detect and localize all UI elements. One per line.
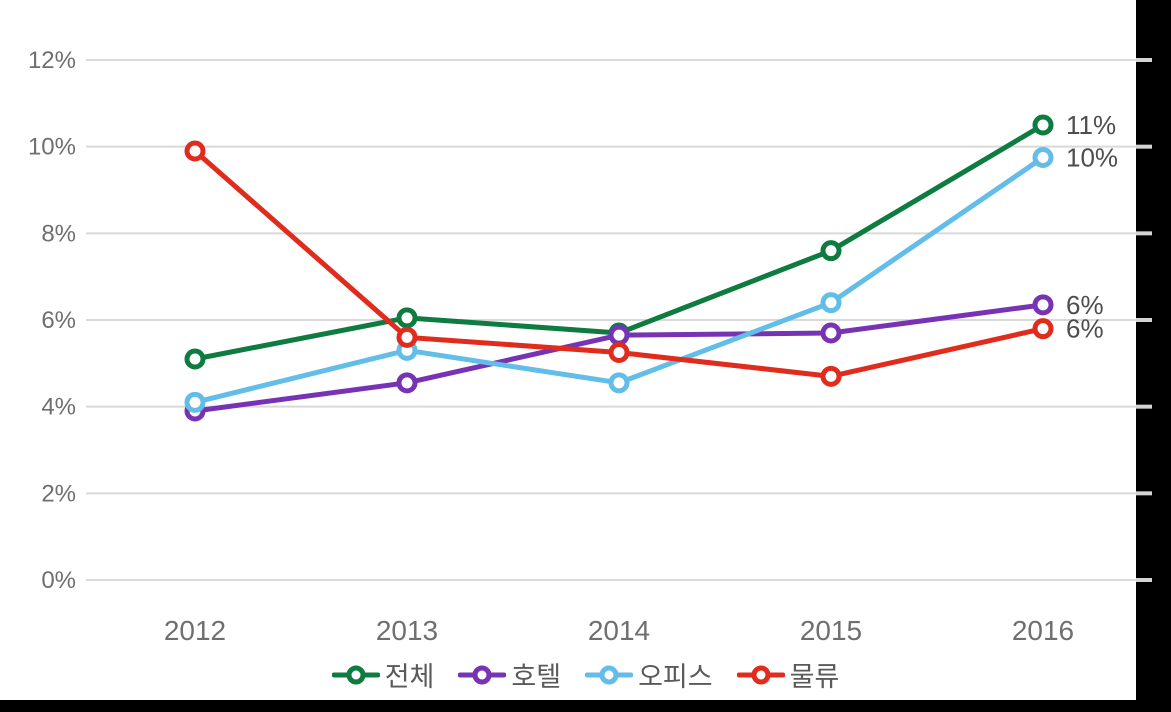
- x-axis-label-2015: 2015: [800, 615, 862, 646]
- legend-marker-hotel: [458, 665, 507, 684]
- data-point-total-2015: [820, 240, 842, 262]
- y-axis-tick-2%: [1136, 491, 1152, 496]
- data-point-hotel-2015: [820, 322, 842, 344]
- x-axis-label-2014: 2014: [588, 615, 650, 646]
- y-axis-tick-12%: [1136, 58, 1152, 62]
- data-point-logistics-2015: [820, 365, 842, 387]
- legend-circle-office: [599, 665, 619, 684]
- y-axis-label-12%: 12%: [28, 47, 76, 74]
- y-axis-label-8%: 8%: [41, 220, 76, 247]
- data-point-logistics-2016: [1032, 318, 1054, 340]
- data-point-hotel-2013: [396, 372, 418, 394]
- data-point-hotel-2014: [608, 324, 630, 346]
- data-point-total-2016: [1032, 114, 1054, 136]
- y-axis-tick-6%: [1136, 318, 1152, 322]
- data-point-total-2012: [184, 348, 206, 370]
- data-point-logistics-2014: [608, 342, 630, 363]
- legend-item-office: 오피스: [585, 655, 713, 694]
- legend-item-logistics: 물류: [736, 655, 840, 694]
- data-point-hotel-2016: [1032, 294, 1054, 316]
- x-axis-label-2013: 2013: [376, 615, 438, 646]
- data-point-office-2016: [1032, 147, 1054, 168]
- legend-circle-total: [346, 665, 366, 684]
- y-axis-tick-10%: [1136, 144, 1152, 149]
- legend-label-logistics: 물류: [789, 662, 840, 692]
- legend-marker-office: [585, 665, 634, 684]
- chart-legend: 전체 호텔 오피스 물류: [0, 655, 1171, 694]
- legend-label-hotel: 호텔: [511, 662, 562, 692]
- data-label-office: 10%: [1066, 143, 1118, 173]
- y-axis-label-6%: 6%: [41, 307, 76, 334]
- y-axis-tick-8%: [1136, 231, 1152, 236]
- y-axis-label-2%: 2%: [41, 480, 76, 507]
- legend-marker-logistics: [736, 665, 785, 684]
- data-point-office-2014: [608, 372, 630, 394]
- y-axis-label-4%: 4%: [41, 394, 76, 421]
- x-axis-label-2012: 2012: [164, 615, 226, 646]
- legend-label-office: 오피스: [638, 662, 713, 692]
- legend-marker-total: [331, 665, 380, 684]
- legend-circle-logistics: [751, 665, 771, 684]
- right-frame-bar: [1136, 0, 1171, 712]
- y-axis-tick-0%: [1136, 578, 1152, 582]
- legend-item-total: 전체: [331, 655, 435, 694]
- data-point-office-2012: [184, 391, 206, 413]
- series-line-office: [192, 155, 1046, 405]
- legend-label-total: 전체: [384, 662, 435, 692]
- data-point-office-2015: [820, 292, 842, 314]
- data-label-total: 11%: [1066, 110, 1116, 140]
- y-axis-tick-4%: [1136, 404, 1152, 409]
- data-point-logistics-2013: [396, 326, 418, 348]
- y-axis-label-0%: 0%: [41, 567, 76, 594]
- data-point-logistics-2012: [184, 140, 206, 162]
- y-axis-label-10%: 10%: [28, 134, 76, 161]
- x-axis-label-2016: 2016: [1012, 615, 1074, 646]
- data-point-total-2013: [396, 307, 418, 329]
- data-label-hotel: 6%: [1066, 290, 1104, 320]
- bottom-frame-bar: [0, 700, 1171, 712]
- legend-item-hotel: 호텔: [458, 655, 561, 694]
- data-label-logistics: 6%: [1066, 314, 1104, 344]
- legend-circle-hotel: [472, 665, 492, 684]
